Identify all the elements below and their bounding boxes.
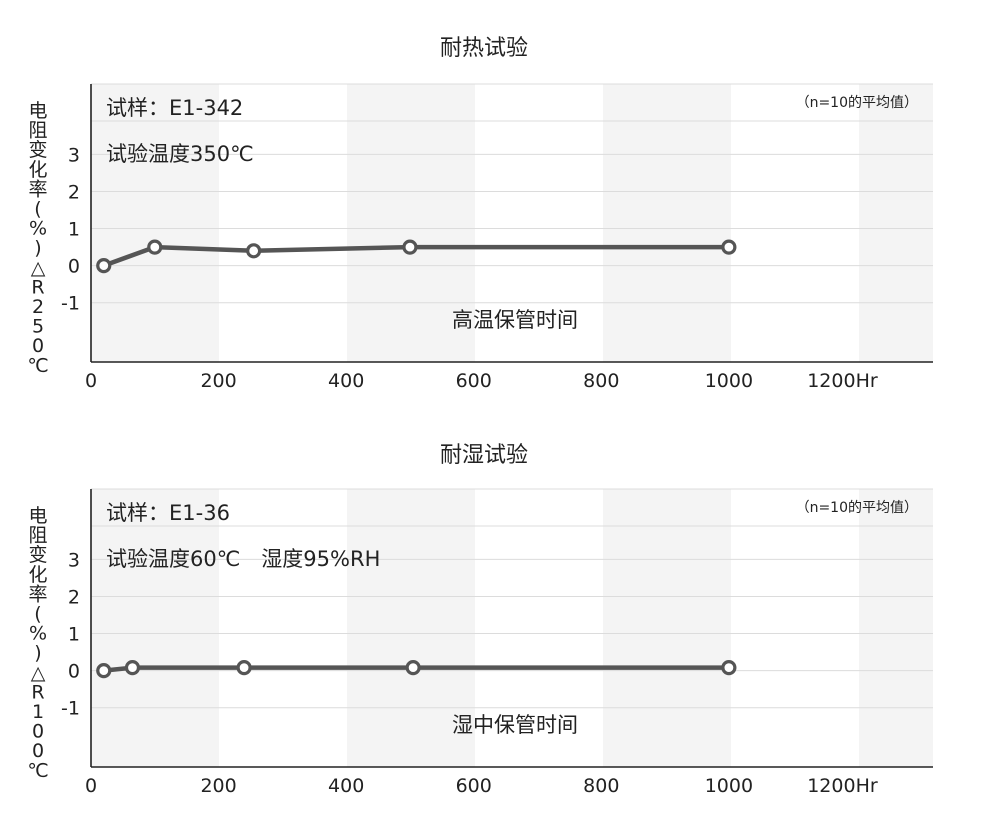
y-axis-label-char: 变 xyxy=(28,544,47,566)
y-tick-label: -1 xyxy=(61,293,80,315)
y-axis-label-char: 0 xyxy=(32,721,44,743)
y-axis-label-char: 1 xyxy=(32,701,44,723)
data-point xyxy=(405,660,421,676)
x-tick-label: 200 xyxy=(200,775,236,797)
y-axis-label-char: 变 xyxy=(28,139,47,161)
x-tick-label: 800 xyxy=(583,370,619,392)
y-axis-label-char: ℃ xyxy=(27,355,48,377)
y-axis-label-char: 阻 xyxy=(28,120,47,142)
y-axis-label-char: ) xyxy=(34,237,41,259)
data-point xyxy=(147,239,163,255)
y-axis-label-char: 2 xyxy=(32,296,44,318)
y-axis-label-char: R xyxy=(31,681,44,703)
x-tick-label: 1000 xyxy=(705,370,753,392)
sample-label: 试样：E1-342 xyxy=(106,96,243,120)
x-tick-label: 800 xyxy=(583,775,619,797)
y-tick-label: 3 xyxy=(68,144,80,166)
y-tick-label: -1 xyxy=(61,698,80,720)
chart-title: 耐热试验 xyxy=(440,36,528,61)
sample-count-note: （n=10的平均值） xyxy=(796,500,918,516)
y-axis-label-char: 0 xyxy=(32,335,44,357)
y-axis-label-char: 化 xyxy=(28,564,47,586)
data-point xyxy=(236,660,252,676)
y-axis-label: 电阻变化率(%) △ R 1 0 0 ℃ xyxy=(27,505,48,782)
y-axis-label-char: △ xyxy=(31,662,46,684)
data-point xyxy=(402,239,418,255)
y-axis-label: 电阻变化率(%) △ R 2 5 0 ℃ xyxy=(27,100,48,377)
y-tick-label: 2 xyxy=(68,586,80,608)
x-tick-label: 1200Hr xyxy=(807,370,878,392)
y-tick-label: 0 xyxy=(68,661,80,683)
y-axis-label-char: 率 xyxy=(28,583,47,605)
y-axis-label-char: % xyxy=(29,218,47,240)
y-axis-label-char: 5 xyxy=(32,316,44,338)
data-point xyxy=(124,660,141,676)
y-axis-label-char: ℃ xyxy=(27,760,48,782)
y-axis-label-char: ) xyxy=(34,642,41,664)
data-point xyxy=(96,663,112,679)
y-tick-label: 2 xyxy=(68,181,80,203)
x-tick-label: 400 xyxy=(328,370,364,392)
y-tick-label: 1 xyxy=(68,624,80,646)
x-tick-label: 1200Hr xyxy=(807,775,878,797)
background-band xyxy=(347,489,475,767)
x-axis-label: 高温保管时间 xyxy=(452,308,578,332)
background-band xyxy=(859,489,933,767)
sample-label: 试样：E1-36 xyxy=(106,501,230,525)
x-tick-label: 200 xyxy=(200,370,236,392)
background-band xyxy=(603,489,731,767)
x-axis-label: 湿中保管时间 xyxy=(452,713,578,737)
y-tick-label: 0 xyxy=(68,256,80,278)
condition-label: 试验温度350℃ xyxy=(106,142,254,166)
data-point xyxy=(246,243,262,259)
y-axis-label-char: ( xyxy=(34,198,41,220)
background-band xyxy=(859,84,933,362)
y-axis-label-char: 0 xyxy=(32,740,44,762)
y-axis-label-char: 化 xyxy=(28,159,47,181)
y-axis-label-char: 率 xyxy=(28,178,47,200)
background-band xyxy=(603,84,731,362)
y-tick-label: 3 xyxy=(68,549,80,571)
background-band xyxy=(91,489,219,767)
x-tick-label: 0 xyxy=(85,370,97,392)
y-tick-label: 1 xyxy=(68,219,80,241)
y-axis-label-char: 电 xyxy=(28,505,47,527)
data-point xyxy=(721,660,737,676)
condition-label: 试验温度60℃ 湿度95%RH xyxy=(106,547,380,571)
x-tick-label: 600 xyxy=(456,775,492,797)
y-axis-label-char: 电 xyxy=(28,100,47,122)
y-axis-label-char: 阻 xyxy=(28,525,47,547)
y-axis-label-char: ( xyxy=(34,603,41,625)
x-tick-label: 600 xyxy=(456,370,492,392)
data-point xyxy=(96,258,112,274)
background-band xyxy=(347,84,475,362)
y-axis-label-char: △ xyxy=(31,257,46,279)
x-tick-label: 400 xyxy=(328,775,364,797)
chart-title: 耐湿试验 xyxy=(440,443,528,468)
y-axis-label-char: % xyxy=(29,623,47,645)
x-tick-label: 0 xyxy=(85,775,97,797)
sample-count-note: （n=10的平均值） xyxy=(796,95,918,111)
background-band xyxy=(91,84,219,362)
y-axis-label-char: R xyxy=(31,276,44,298)
x-tick-label: 1000 xyxy=(705,775,753,797)
data-point xyxy=(721,239,737,255)
